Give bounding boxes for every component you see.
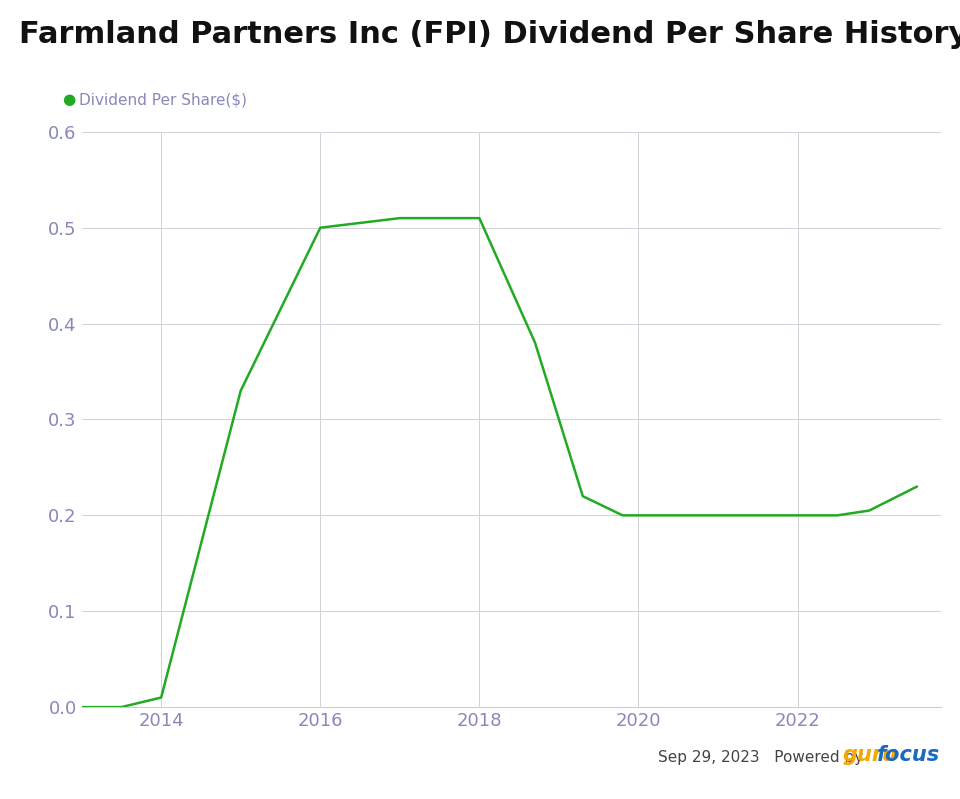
Text: Dividend Per Share($): Dividend Per Share($): [79, 93, 247, 107]
Text: ●: ●: [62, 93, 76, 107]
Text: focus: focus: [876, 745, 940, 765]
Text: Sep 29, 2023   Powered by: Sep 29, 2023 Powered by: [658, 750, 868, 765]
Text: guru: guru: [843, 745, 898, 765]
Text: Farmland Partners Inc (FPI) Dividend Per Share History: Farmland Partners Inc (FPI) Dividend Per…: [19, 20, 960, 49]
